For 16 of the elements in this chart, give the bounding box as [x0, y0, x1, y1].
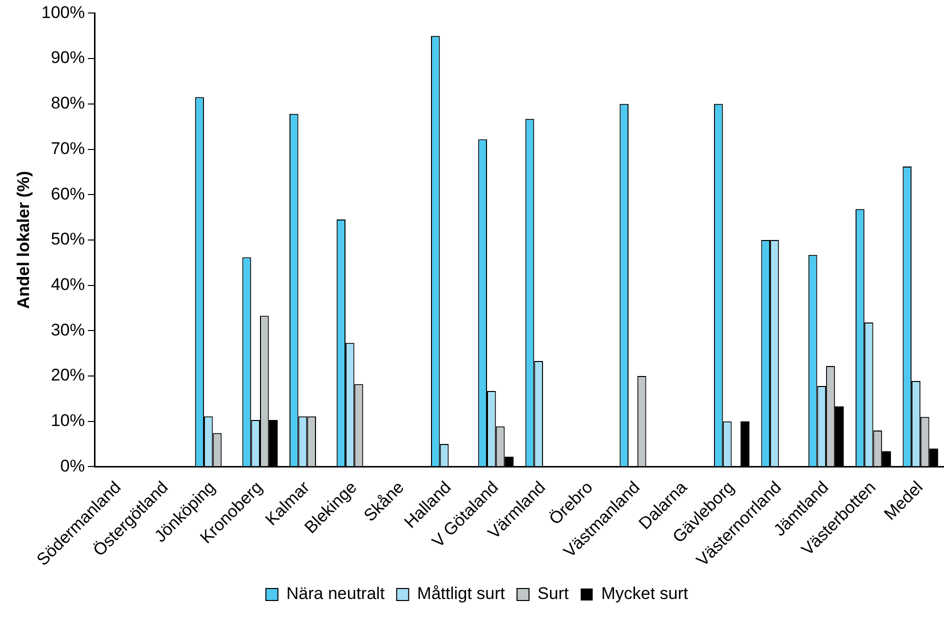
y-tick-label: 60%: [50, 184, 85, 204]
y-tick-label: 20%: [50, 366, 85, 385]
legend-label: Surt: [538, 584, 569, 604]
y-tick-label: 100%: [41, 2, 85, 22]
y-axis-title: Andel lokaler (%): [14, 171, 33, 309]
legend-label: Måttligt surt: [417, 584, 506, 604]
y-tick-label: 80%: [50, 94, 85, 113]
y-tick-label: 90%: [50, 48, 85, 68]
y-tick-label: 40%: [50, 275, 85, 294]
y-tick-label: 30%: [50, 320, 85, 340]
y-tick-label: 50%: [50, 230, 85, 249]
legend-label: Mycket surt: [601, 584, 688, 604]
y-tick-label: 0%: [60, 456, 85, 476]
legend-label: Nära neutralt: [286, 584, 385, 604]
y-tick-label: 70%: [50, 138, 85, 158]
y-tick-label: 10%: [50, 411, 85, 430]
